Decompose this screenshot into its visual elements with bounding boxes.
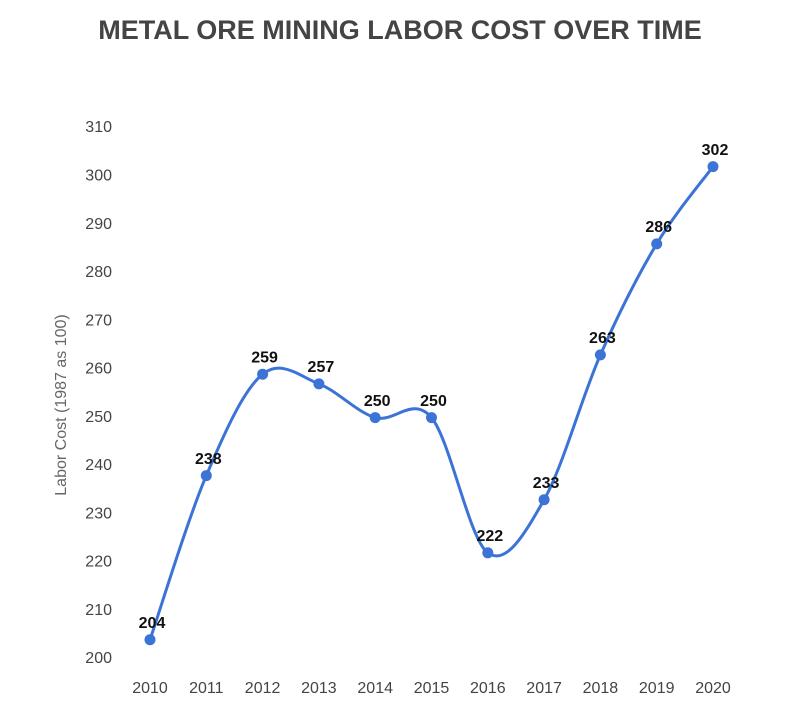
point bbox=[594, 349, 606, 361]
y-tick-label: 270 bbox=[85, 312, 112, 329]
data-label: 263 bbox=[589, 330, 616, 347]
x-tick-label: 2011 bbox=[189, 680, 224, 697]
y-tick-label: 250 bbox=[85, 409, 112, 426]
x-tick-label: 2012 bbox=[245, 680, 281, 697]
y-tick-label: 200 bbox=[85, 650, 112, 667]
data-label: 222 bbox=[476, 528, 503, 545]
point bbox=[538, 494, 550, 506]
x-tick-label: 2015 bbox=[414, 680, 450, 697]
data-label: 233 bbox=[533, 475, 560, 492]
chart-title: METAL ORE MINING LABOR COST OVER TIME bbox=[98, 15, 702, 45]
y-tick-label: 310 bbox=[85, 119, 112, 136]
data-label: 257 bbox=[308, 359, 335, 376]
point bbox=[200, 470, 212, 482]
y-tick-label: 290 bbox=[85, 216, 112, 233]
x-tick-label: 2020 bbox=[695, 680, 731, 697]
point bbox=[313, 378, 325, 390]
point bbox=[651, 238, 663, 250]
x-tick-label: 2019 bbox=[639, 680, 675, 697]
x-tick-label: 2010 bbox=[132, 680, 168, 697]
data-label: 250 bbox=[364, 393, 391, 410]
point bbox=[707, 161, 719, 173]
data-label: 259 bbox=[251, 349, 278, 366]
line bbox=[148, 165, 715, 641]
point bbox=[257, 368, 269, 380]
data-label: 204 bbox=[139, 615, 166, 632]
x-tick-label: 2016 bbox=[470, 680, 506, 697]
point bbox=[369, 412, 381, 424]
point bbox=[426, 412, 437, 424]
y-tick-label: 220 bbox=[85, 554, 112, 571]
y-tick-label: 300 bbox=[85, 167, 112, 184]
data-label: 302 bbox=[702, 142, 729, 159]
y-tick-label: 260 bbox=[85, 361, 112, 378]
data-label: 250 bbox=[420, 393, 447, 410]
data-label: 238 bbox=[195, 451, 222, 468]
x-tick-label: 2013 bbox=[301, 680, 337, 697]
x-tick-label: 2014 bbox=[357, 680, 393, 697]
y-tick-label: 240 bbox=[85, 457, 112, 474]
x-tick-label: 2017 bbox=[526, 680, 562, 697]
point bbox=[144, 634, 156, 646]
y-tick-label: 210 bbox=[85, 602, 112, 619]
x-tick-label: 2018 bbox=[583, 680, 619, 697]
y-tick-label: 280 bbox=[85, 264, 112, 281]
data-label: 286 bbox=[645, 219, 672, 236]
y-tick-label: 230 bbox=[85, 505, 112, 522]
y-axis-label: Labor Cost (1987 as 100) bbox=[53, 314, 70, 495]
point bbox=[482, 547, 494, 559]
